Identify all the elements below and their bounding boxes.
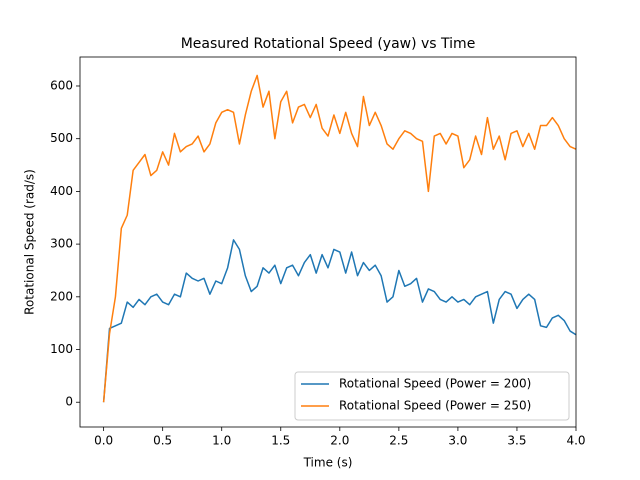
axes-frame (79, 56, 577, 428)
x-tick-label: 2.0 (330, 434, 349, 448)
series-line (102, 239, 577, 403)
y-axis-label: Rotational Speed (rad/s) (23, 169, 37, 315)
y-tick-label: 0 (65, 395, 73, 409)
series-line (102, 74, 577, 403)
legend-label: Rotational Speed (Power = 250) (339, 399, 531, 413)
legend-label: Rotational Speed (Power = 200) (339, 377, 531, 391)
y-tick-label: 200 (50, 289, 73, 303)
x-tick-label: 2.5 (389, 434, 408, 448)
y-tick-label: 300 (50, 237, 73, 251)
chart-title: Measured Rotational Speed (yaw) vs Time (181, 36, 476, 52)
legend-box (294, 371, 570, 421)
x-tick-label: 0.5 (153, 434, 172, 448)
y-tick-label: 600 (50, 78, 73, 92)
y-tick-label: 500 (50, 131, 73, 145)
x-tick-label: 1.5 (271, 434, 290, 448)
x-tick-label: 1.0 (212, 434, 231, 448)
x-tick-label: 3.5 (507, 434, 526, 448)
x-tick-label: 4.0 (566, 434, 585, 448)
x-tick-label: 0.0 (94, 434, 113, 448)
x-tick-label: 3.0 (448, 434, 467, 448)
x-axis-label: Time (s) (303, 456, 353, 470)
y-tick-label: 100 (50, 342, 73, 356)
y-tick-label: 400 (50, 184, 73, 198)
